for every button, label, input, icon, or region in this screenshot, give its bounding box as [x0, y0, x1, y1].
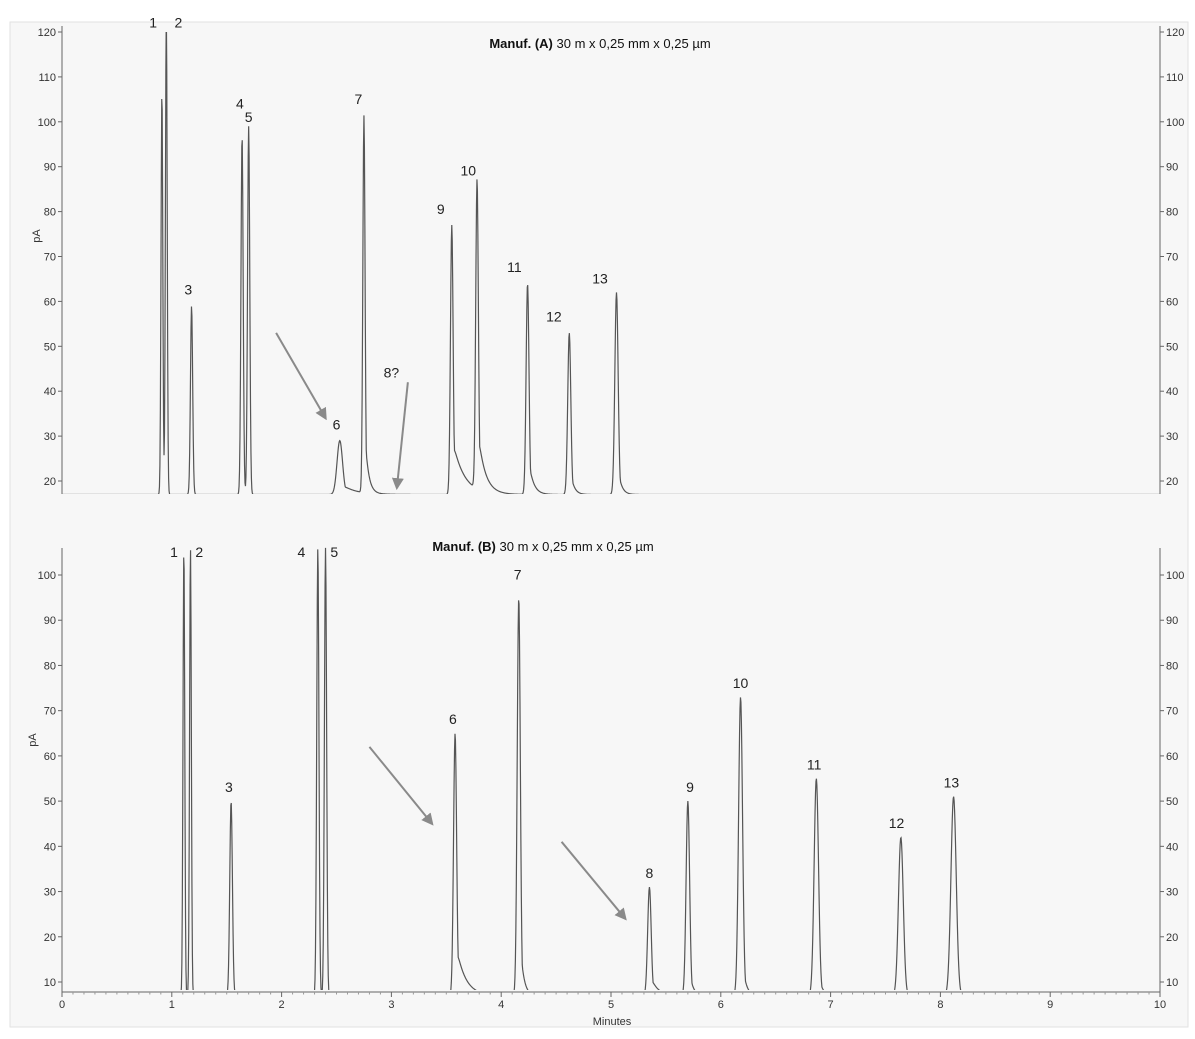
panel-a-y-tick-label-left: 60	[44, 296, 56, 308]
panel-b-y-tick-label-left: 40	[44, 841, 56, 853]
panel-b-header-band	[14, 534, 1108, 572]
panel-b-y-tick-label-right: 40	[1166, 841, 1178, 853]
panel-b-x-tick-label: 9	[1047, 999, 1053, 1011]
panel-a-peak-label: 7	[355, 91, 363, 107]
panel-a-y-tick-label-right: 110	[1166, 72, 1184, 84]
panel-b-x-tick-label: 5	[608, 999, 614, 1011]
panel-a-y-tick-label-left: 80	[44, 207, 56, 219]
panel-manuf-b: Manuf. (B) 30 m x 0,25 mm x 0,25 µm pA M…	[14, 534, 1184, 1028]
panel-a-y-tick-label-right: 30	[1166, 431, 1178, 443]
panel-a-y-tick-label-left: 120	[38, 27, 56, 39]
panel-b-x-tick-label: 10	[1154, 999, 1166, 1011]
panel-a-peak-label: 3	[184, 282, 192, 298]
panel-b-y-tick-label-right: 60	[1166, 751, 1178, 763]
panel-b-ylabel: pA	[27, 733, 39, 747]
panel-a-title-bold: Manuf. (A)	[489, 36, 553, 51]
panel-b-y-tick-label-right: 10	[1166, 977, 1178, 989]
panel-a-y-tick-label-left: 30	[44, 431, 56, 443]
panel-a-y-tick-label-left: 100	[38, 117, 56, 129]
panel-b-x-tick-label: 1	[169, 999, 175, 1011]
panel-a-y-tick-label-left: 90	[44, 162, 56, 174]
panel-b-x-tick-label: 7	[828, 999, 834, 1011]
panel-a-y-tick-label-right: 20	[1166, 476, 1178, 488]
panel-a-title: Manuf. (A) 30 m x 0,25 mm x 0,25 µm	[489, 36, 710, 51]
panel-b-y-tick-label-left: 10	[44, 977, 56, 989]
panel-b-xlabel: Minutes	[593, 1016, 632, 1028]
panel-b-peak-label: 6	[449, 711, 457, 727]
panel-b-y-tick-label-left: 50	[44, 796, 56, 808]
panel-b-y-tick-label-right: 50	[1166, 796, 1178, 808]
panel-b-y-tick-label-right: 20	[1166, 932, 1178, 944]
panel-b-y-tick-label-left: 70	[44, 706, 56, 718]
panel-a-peak-label: 12	[546, 309, 562, 325]
panel-b-annotation-arrow	[560, 841, 627, 921]
panel-b-peak-label: 2	[195, 544, 203, 560]
panel-a-peak-label: 5	[245, 109, 253, 125]
panel-b-y-tick-label-left: 30	[44, 887, 56, 899]
panel-a-y-tick-label-right: 50	[1166, 341, 1178, 353]
panel-b-peak-label: 8	[646, 865, 654, 881]
panel-b-title-text: 30 m x 0,25 mm x 0,25 µm	[500, 539, 654, 554]
panel-b-y-tick-label-right: 90	[1166, 615, 1178, 627]
panel-b-x-tick-label: 6	[718, 999, 724, 1011]
panel-a-y-tick-label-right: 40	[1166, 386, 1178, 398]
panel-b-x-tick-label: 2	[279, 999, 285, 1011]
panel-a-y-tick-label-left: 70	[44, 252, 56, 264]
panel-a-y-tick-label-left: 50	[44, 341, 56, 353]
panel-a-y-tick-label-left: 110	[38, 72, 56, 84]
panel-a-trace	[62, 32, 1160, 494]
panel-b-annotation-arrow	[368, 746, 434, 826]
panel-b-peak-label: 9	[686, 779, 694, 795]
panel-a-peak-label: 1	[149, 15, 157, 31]
panel-b-x-tick-label: 3	[388, 999, 394, 1011]
panel-a-peak-label: 9	[437, 201, 445, 217]
panel-b-y-tick-label-left: 100	[38, 570, 56, 582]
panel-a-y-tick-label-right: 80	[1166, 207, 1178, 219]
panel-b-peak-label: 10	[733, 675, 749, 691]
panel-a-y-tick-label-left: 40	[44, 386, 56, 398]
panel-b-y-tick-label-right: 100	[1166, 570, 1184, 582]
panel-b-title-bold: Manuf. (B)	[432, 539, 496, 554]
panel-b-y-tick-label-right: 30	[1166, 887, 1178, 899]
panel-a-annotation-arrow	[275, 332, 327, 421]
panel-b-peak-label: 5	[330, 544, 338, 560]
panel-a-peak-label: 10	[460, 163, 476, 179]
panel-a-peak-label: 8?	[384, 365, 400, 381]
panel-b-peak-label: 13	[944, 775, 960, 791]
panel-a-peak-label: 11	[507, 259, 522, 275]
panel-b-y-tick-label-left: 60	[44, 751, 56, 763]
panel-a-peak-label: 4	[236, 95, 244, 111]
panel-a-y-tick-label-right: 60	[1166, 296, 1178, 308]
panel-b-peak-label: 1	[170, 544, 178, 560]
panel-b-peak-label: 4	[297, 544, 305, 560]
panel-b-peak-label: 12	[889, 815, 905, 831]
panel-a-y-tick-label-right: 90	[1166, 162, 1178, 174]
plot-frame	[9, 21, 1189, 1028]
panel-a-peak-label: 13	[592, 270, 608, 286]
panel-manuf-a: Manuf. (A) 30 m x 0,25 mm x 0,25 µm pA 2…	[31, 15, 1184, 494]
panel-b-y-tick-label-left: 80	[44, 660, 56, 672]
panel-b-y-tick-label-left: 90	[44, 615, 56, 627]
panel-b-title: Manuf. (B) 30 m x 0,25 mm x 0,25 µm	[432, 539, 653, 554]
panel-a-y-tick-label-right: 70	[1166, 252, 1178, 264]
panel-a-peak-label: 6	[333, 416, 341, 432]
panel-a-peak-label: 2	[174, 15, 182, 31]
panel-b-y-tick-label-right: 80	[1166, 660, 1178, 672]
panel-b-peak-label: 11	[807, 756, 822, 772]
panel-b-x-tick-label: 4	[498, 999, 504, 1011]
panel-a-y-tick-label-right: 100	[1166, 117, 1184, 129]
panel-b-x-tick-label: 0	[59, 999, 65, 1011]
panel-b-peak-label: 3	[225, 779, 233, 795]
panel-a-annotation-arrow	[391, 382, 409, 491]
panel-b-x-tick-label: 8	[937, 999, 943, 1011]
panel-a-y-tick-label-right: 120	[1166, 27, 1184, 39]
panel-a-y-tick-label-left: 20	[44, 476, 56, 488]
panel-b-peak-label: 7	[514, 567, 522, 583]
panel-a-title-text: 30 m x 0,25 mm x 0,25 µm	[557, 36, 711, 51]
panel-a-ylabel: pA	[31, 229, 43, 243]
panel-b-y-tick-label-left: 20	[44, 932, 56, 944]
panel-b-y-tick-label-right: 70	[1166, 706, 1178, 718]
